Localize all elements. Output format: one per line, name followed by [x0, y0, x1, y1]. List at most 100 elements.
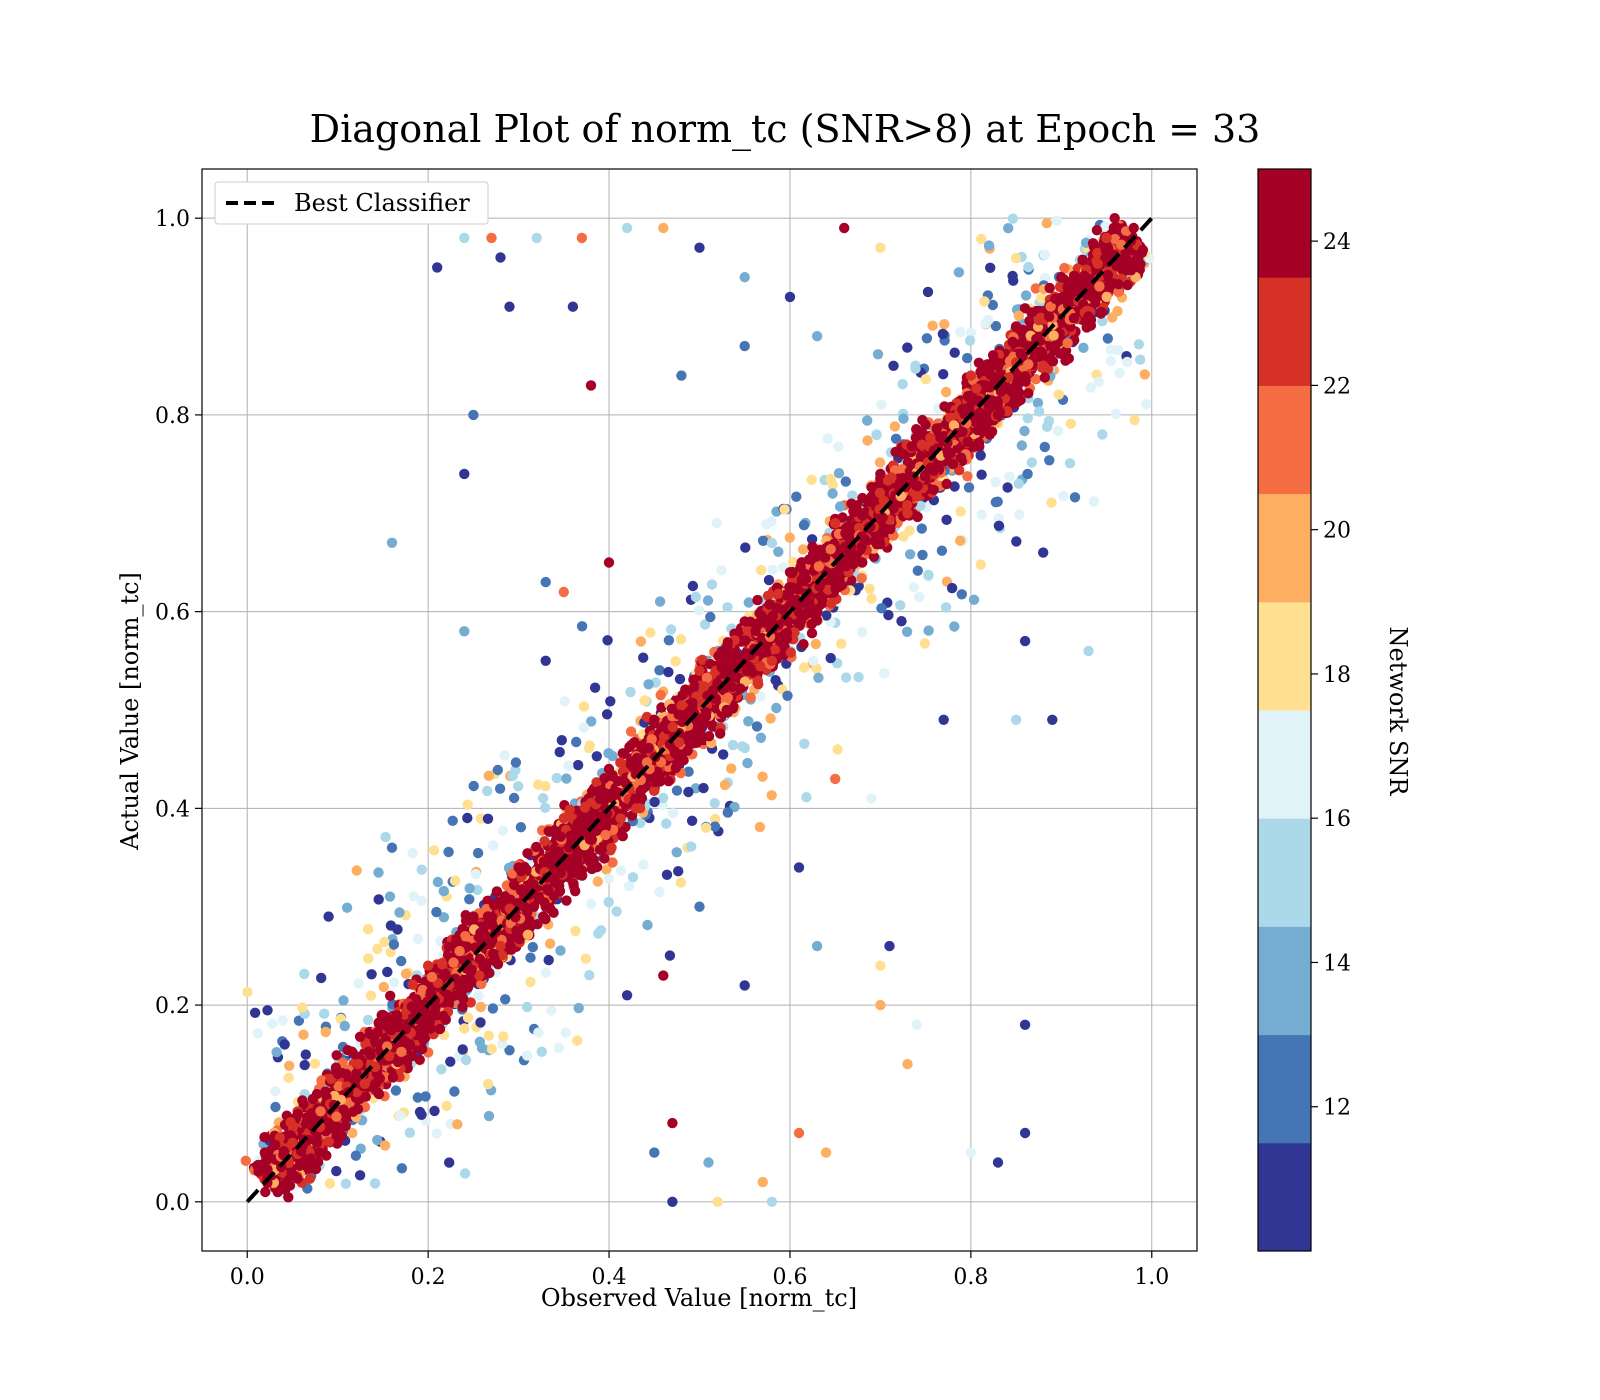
- data-point: [1097, 316, 1108, 327]
- data-point: [683, 766, 694, 777]
- data-point: [615, 865, 627, 876]
- data-point: [270, 1101, 281, 1113]
- data-point: [806, 534, 818, 545]
- data-point: [773, 546, 784, 557]
- data-point: [592, 876, 603, 887]
- data-point: [656, 702, 667, 713]
- data-point: [767, 564, 778, 575]
- data-point: [1122, 279, 1133, 291]
- data-point: [916, 523, 927, 534]
- data-point: [787, 556, 799, 568]
- data-point: [904, 525, 915, 536]
- data-point: [390, 1085, 402, 1096]
- data-point: [834, 501, 846, 512]
- data-point: [797, 544, 809, 555]
- chart-title: Diagonal Plot of norm_tc (SNR>8) at Epoc…: [310, 107, 1261, 152]
- data-point: [625, 726, 637, 737]
- data-point: [473, 990, 484, 1001]
- data-point: [821, 610, 832, 621]
- data-point: [331, 1165, 342, 1177]
- data-point: [1022, 413, 1033, 424]
- data-point: [763, 574, 775, 586]
- data-point: [962, 352, 973, 364]
- data-point: [965, 327, 977, 338]
- data-point: [890, 433, 902, 444]
- data-point: [874, 457, 886, 468]
- data-point: [537, 793, 549, 804]
- data-point: [378, 981, 389, 993]
- data-point: [1032, 397, 1044, 409]
- data-point: [1112, 305, 1123, 317]
- plot-area: 0.0 0.2 0.4 0.6 0.8 1.0 0.00.20.40.60.81.0: [155, 168, 1198, 1290]
- data-point: [810, 638, 821, 650]
- data-point: [1030, 374, 1042, 385]
- data-point: [1054, 348, 1066, 359]
- data-point: [856, 573, 867, 584]
- data-point: [607, 857, 618, 868]
- data-point: [773, 588, 784, 599]
- data-point: [309, 1058, 321, 1069]
- data-point: [298, 1099, 309, 1110]
- data-point: [601, 864, 612, 875]
- data-point: [1100, 221, 1111, 232]
- data-point: [743, 716, 754, 727]
- data-point: [527, 941, 538, 953]
- data-point: [1091, 225, 1103, 236]
- data-point: [388, 977, 400, 988]
- data-point: [599, 853, 610, 864]
- data-point: [762, 590, 774, 601]
- data-point: [525, 952, 536, 963]
- data-point: [864, 583, 875, 594]
- data-point: [949, 481, 960, 492]
- data-point: [785, 647, 796, 658]
- data-point: [1059, 262, 1070, 274]
- data-point: [1030, 283, 1042, 294]
- data-point: [674, 673, 686, 685]
- data-point: [649, 796, 660, 808]
- data-point: [677, 689, 688, 701]
- data-point: [699, 619, 711, 630]
- data-point: [417, 1043, 428, 1055]
- data-point: [752, 594, 763, 606]
- data-point: [743, 597, 754, 608]
- data-point: [572, 759, 584, 771]
- data-point: [400, 968, 412, 979]
- data-point: [770, 675, 781, 686]
- data-point: [962, 471, 973, 482]
- data-point: [347, 1127, 358, 1139]
- data-point: [462, 1012, 474, 1023]
- data-point: [603, 748, 614, 759]
- data-point: [1096, 307, 1107, 318]
- data-point: [657, 792, 669, 804]
- data-point: [853, 580, 864, 592]
- data-point: [806, 628, 818, 639]
- data-point: [940, 386, 952, 398]
- data-point: [464, 894, 475, 905]
- data-point: [847, 490, 858, 501]
- data-point: [1020, 290, 1032, 301]
- data-point: [718, 749, 729, 760]
- data-point: [354, 1031, 366, 1043]
- data-point: [1036, 293, 1047, 304]
- data-point: [655, 689, 666, 701]
- data-point: [846, 575, 857, 586]
- data-point: [475, 1001, 487, 1013]
- data-point: [915, 500, 926, 511]
- data-point: [459, 1023, 470, 1034]
- data-point: [240, 1155, 251, 1167]
- data-point: [1026, 307, 1037, 318]
- data-point: [715, 728, 726, 739]
- data-point: [362, 1014, 374, 1026]
- data-point: [1078, 342, 1089, 353]
- data-point: [990, 320, 1002, 332]
- data-point: [941, 478, 952, 490]
- data-point: [745, 692, 756, 703]
- data-point: [671, 785, 683, 796]
- data-point: [1013, 310, 1025, 321]
- data-point: [531, 841, 542, 853]
- data-point: [346, 1046, 358, 1057]
- data-point: [975, 450, 986, 461]
- data-point: [1109, 213, 1120, 224]
- data-point: [840, 476, 851, 487]
